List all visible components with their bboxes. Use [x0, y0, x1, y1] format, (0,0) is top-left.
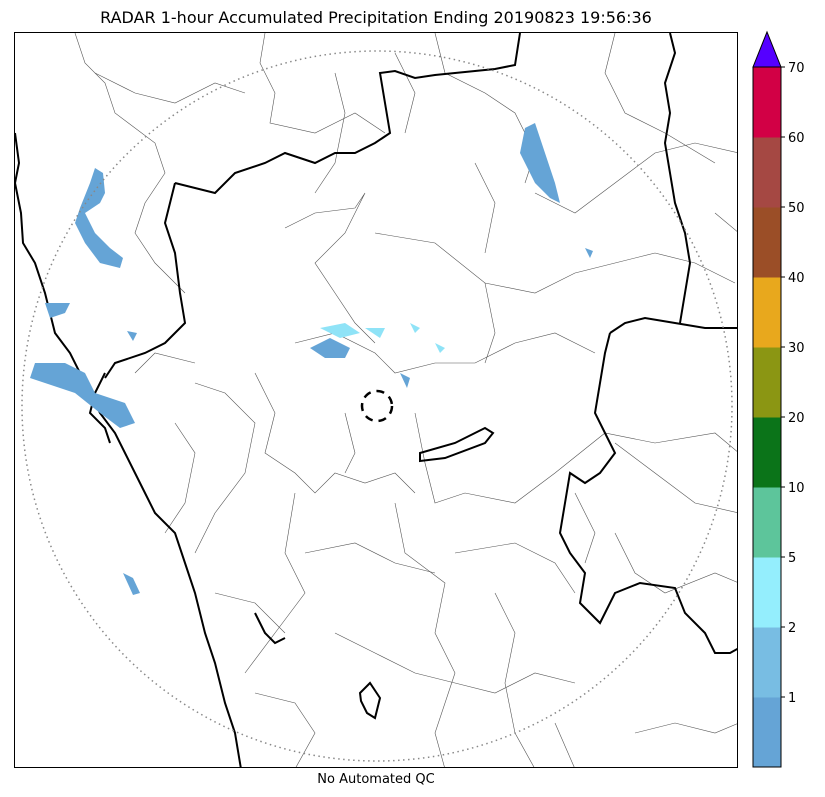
colorbar-band: [753, 417, 781, 488]
colorbar-tick-label: 70: [788, 61, 805, 76]
page-title: RADAR 1-hour Accumulated Precipitation E…: [100, 8, 652, 27]
light-precipitation-echoes: [320, 323, 445, 353]
map-panel[interactable]: [14, 32, 738, 768]
colorbar-tick-label: 30: [788, 341, 805, 356]
radar-site-marker: [360, 389, 394, 423]
district-boundaries: [74, 33, 737, 767]
colorbar-band: [753, 277, 781, 348]
colorbar-bands: [753, 67, 781, 768]
colorbar-band: [753, 137, 781, 208]
range-ring: [21, 50, 733, 762]
colorbar-band: [753, 207, 781, 278]
state-boundaries: [15, 33, 737, 767]
colorbar-tick-label: 20: [788, 411, 805, 426]
colorbar-band: [753, 487, 781, 558]
colorbar-extend-triangle: [752, 30, 782, 68]
colorbar-ticks: 1 2 5 10 20 30 40 50 60 70: [781, 61, 805, 706]
colorbar: 1 2 5 10 20 30 40 50 60 70: [752, 30, 805, 768]
colorbar-tick-label: 40: [788, 271, 805, 286]
qc-note: No Automated QC: [317, 772, 435, 787]
colorbar-tick-label: 1: [788, 691, 796, 706]
colorbar-band: [753, 627, 781, 698]
colorbar-band: [753, 697, 781, 768]
map-canvas: [15, 33, 737, 767]
colorbar-tick-label: 60: [788, 131, 805, 146]
colorbar-band: [753, 347, 781, 418]
precipitation-echoes: [30, 123, 593, 595]
colorbar-tick-label: 10: [788, 481, 805, 496]
colorbar-tick-label: 50: [788, 201, 805, 216]
colorbar-tick-label: 5: [788, 551, 796, 566]
colorbar-band: [753, 67, 781, 138]
colorbar-band: [753, 557, 781, 628]
colorbar-tick-label: 2: [788, 621, 796, 636]
